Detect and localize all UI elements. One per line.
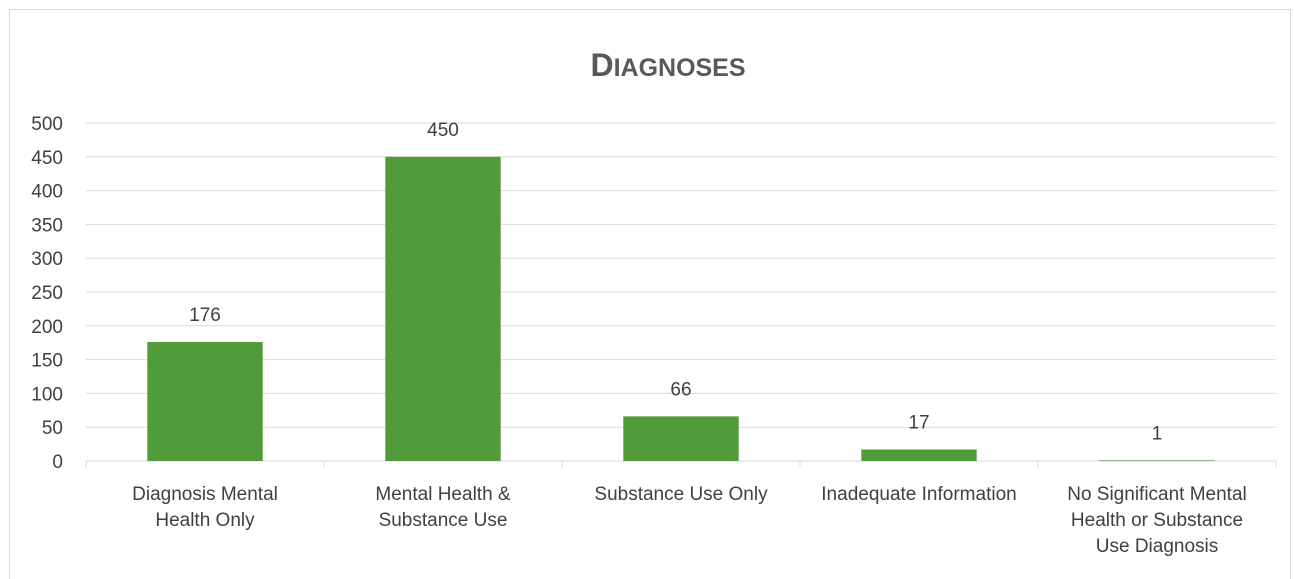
y-tick-label: 250 <box>31 283 63 304</box>
y-tick-label: 100 <box>31 384 63 405</box>
bar <box>385 156 501 462</box>
data-label: 450 <box>427 120 459 141</box>
y-tick-label: 0 <box>52 452 63 473</box>
data-label: 17 <box>908 413 929 434</box>
x-category-label: No Significant Mental Health or Substance… <box>1067 484 1247 557</box>
gridlines <box>86 122 1276 428</box>
chart-frame <box>9 9 1291 579</box>
x-category-label: Diagnosis Mental Health Only <box>132 484 278 531</box>
data-label: 176 <box>189 305 221 326</box>
x-category-label: Substance Use Only <box>594 484 768 505</box>
bars <box>147 156 1215 462</box>
y-tick-label: 350 <box>31 215 63 236</box>
data-labels: 176 450 66 17 1 <box>189 120 1162 445</box>
x-axis-ticks <box>85 461 1277 467</box>
bar <box>1099 460 1215 461</box>
y-tick-label: 300 <box>31 249 63 270</box>
chart-title: DIAGNOSES <box>590 47 745 83</box>
bar <box>861 449 977 461</box>
y-tick-label: 50 <box>42 418 63 439</box>
x-axis-category-labels: Diagnosis Mental Health Only Mental Health… <box>132 484 1247 557</box>
y-axis-tick-labels: 0 50 100 150 200 250 300 350 400 450 500 <box>31 114 63 473</box>
y-tick-label: 500 <box>31 114 63 135</box>
data-label: 66 <box>670 379 691 400</box>
x-category-label: Inadequate Information <box>821 484 1016 505</box>
x-category-label: Mental Health & Substance Use <box>375 484 511 531</box>
y-tick-label: 200 <box>31 317 63 338</box>
y-tick-label: 400 <box>31 182 63 203</box>
y-tick-label: 450 <box>31 148 63 169</box>
bar <box>623 416 739 461</box>
y-tick-label: 150 <box>31 351 63 372</box>
data-label: 1 <box>1152 423 1163 444</box>
bar <box>147 342 263 461</box>
